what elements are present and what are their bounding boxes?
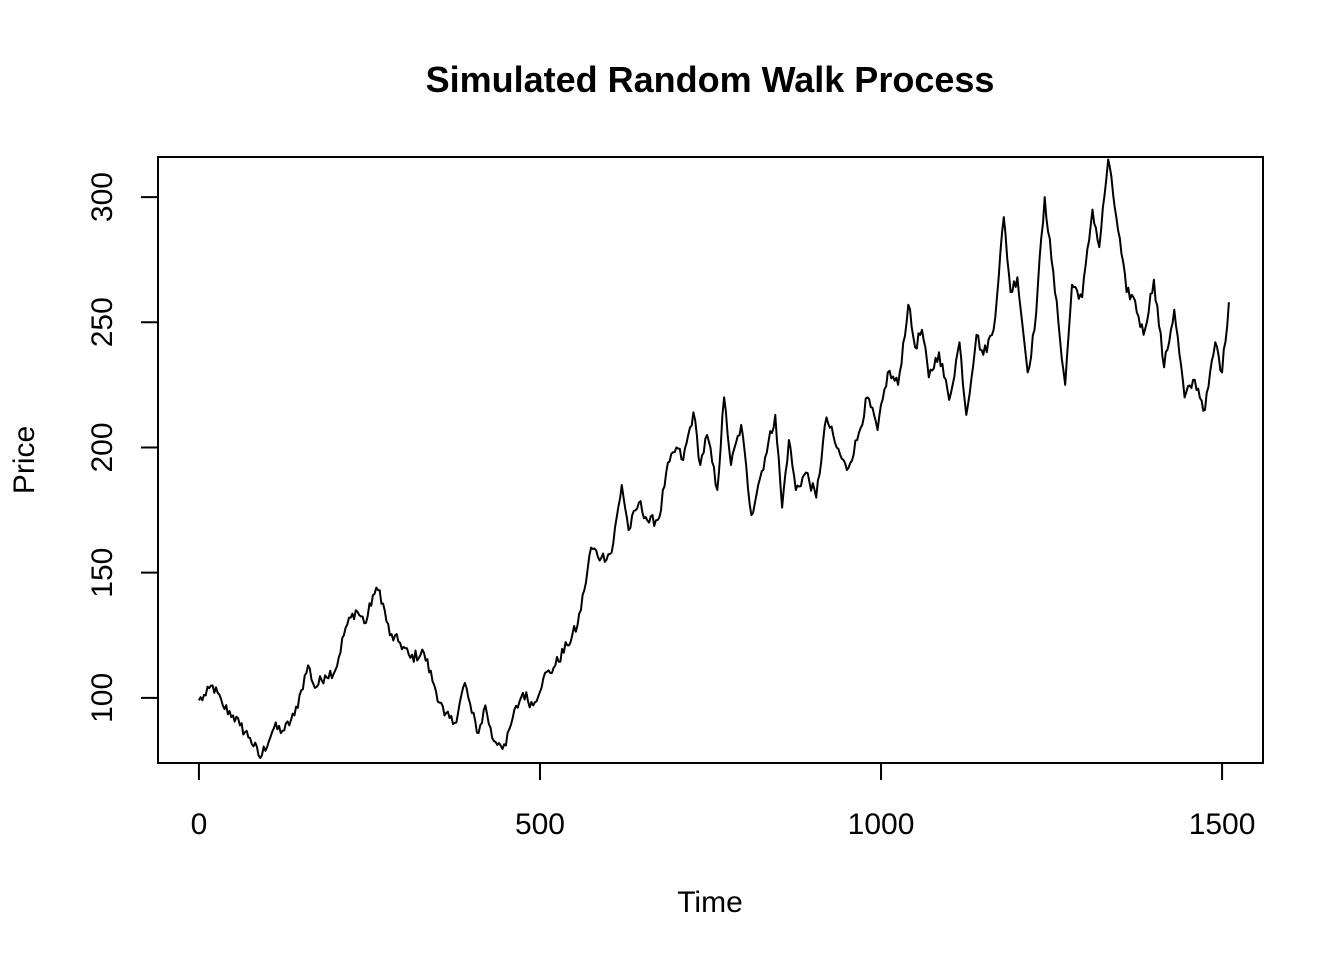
y-tick-label: 300	[86, 172, 119, 222]
x-tick-label: 500	[515, 808, 565, 841]
plot-frame	[157, 156, 1264, 764]
series-line	[198, 158, 1230, 759]
y-tick-label: 150	[86, 548, 119, 598]
x-tick-label: 1000	[848, 808, 915, 841]
y-axis-label: Price	[8, 426, 41, 494]
series-layer	[198, 158, 1230, 759]
y-tick-label: 100	[86, 673, 119, 723]
x-tick-label: 0	[191, 808, 208, 841]
y-tick-label: 200	[86, 422, 119, 472]
x-axis: 0 500 1000 1500	[191, 762, 1256, 841]
chart-title: Simulated Random Walk Process	[426, 59, 995, 100]
y-axis: 100 150 200 250 300	[86, 172, 159, 723]
x-tick-label: 1500	[1189, 808, 1256, 841]
y-tick-label: 250	[86, 297, 119, 347]
x-axis-label: Time	[677, 886, 743, 919]
